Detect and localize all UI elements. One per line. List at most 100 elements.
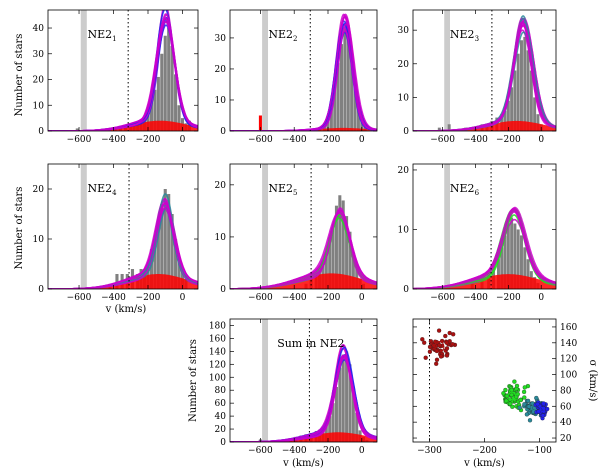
panel-NE2_4: −600 −400 −200 0 0 10 20 NE24 xyxy=(33,163,199,303)
band-NE2_1 xyxy=(80,10,87,131)
halo-NE2_4 xyxy=(48,274,198,289)
bar-Sum-15 xyxy=(341,354,345,442)
ytick-NE2_2-0: 0 xyxy=(220,127,226,137)
point-0-44 xyxy=(451,332,456,337)
point-0-0 xyxy=(443,333,448,339)
axes-frame-Scatter xyxy=(412,318,557,443)
ytick-Sum-0: 0 xyxy=(220,438,226,448)
panel-title-NE2_5: NE25 xyxy=(268,182,297,197)
bar-NE2_6-7 xyxy=(506,223,510,289)
bar-NE2_1-19 xyxy=(174,74,178,131)
bar-NE2_1-14 xyxy=(156,76,160,131)
bar-NE2_6-8 xyxy=(510,217,514,289)
point-0-33 xyxy=(450,342,455,347)
xtick-NE2_2-0: −600 xyxy=(248,135,273,145)
bar-Sum-17 xyxy=(348,364,352,442)
bar-NE2_2-4 xyxy=(329,103,333,131)
xtick-Scatter-2: −100 xyxy=(527,446,552,456)
bar-NE2_5-9 xyxy=(338,195,342,289)
ytick-Sum-3: 60 xyxy=(215,399,227,409)
xtick-NE2_5-0: −600 xyxy=(248,293,273,303)
halo-NE2_6 xyxy=(413,274,556,289)
xtick-Sum-1: −400 xyxy=(282,446,307,456)
point-0-31 xyxy=(434,361,439,366)
axes-frame-NE2_5 xyxy=(229,163,378,290)
point-1-44 xyxy=(514,383,520,389)
xtick-Scatter-0: −300 xyxy=(417,446,442,456)
xtick-Sum-3: 0 xyxy=(359,446,365,456)
point-3-43 xyxy=(535,401,540,407)
bar-NE2_5-7 xyxy=(331,226,335,289)
bar-NE2_4-11 xyxy=(156,219,160,289)
panel-Sum: −600 −400 −200 0 0 20 40 60 80 100 120 140 160 180 Sum… xyxy=(188,318,378,469)
band-NE2_2 xyxy=(262,10,269,131)
bar-NE2_2-6 xyxy=(336,62,340,131)
ytick-NE2_3-2: 20 xyxy=(398,60,410,70)
xtick-NE2_4-0: −600 xyxy=(67,293,92,303)
bar-NE2_5-6 xyxy=(328,236,332,289)
axes-frame-NE2_3 xyxy=(412,9,557,132)
xtick-NE2_2-3: 0 xyxy=(359,135,365,145)
bar-NE2_6-11 xyxy=(520,235,523,289)
xtick-Sum-2: −200 xyxy=(316,446,341,456)
point-0-37 xyxy=(444,346,450,351)
bar-NE2_6-10 xyxy=(516,229,520,289)
bar-NE2_2-9 xyxy=(346,25,350,131)
bar-NE2_4-16 xyxy=(174,239,178,289)
axes-frame-NE2_1 xyxy=(47,9,199,132)
axes-frame-NE2_2 xyxy=(229,9,378,132)
point-2-47 xyxy=(534,395,539,401)
point-1-26 xyxy=(521,389,527,395)
bar-NE2_2-10 xyxy=(350,50,354,131)
ytick-NE2_5-1: 10 xyxy=(215,233,227,243)
bar-NE2_5-10 xyxy=(341,200,345,289)
common-xlabel-mid: v (km/s) xyxy=(105,304,147,315)
bar-NE2_1-17 xyxy=(167,28,171,131)
point-1-58 xyxy=(508,401,513,406)
bar-NE2_5-8 xyxy=(334,205,338,289)
xtick-NE2_4-3: 0 xyxy=(180,293,186,303)
bar-NE2_1-0 xyxy=(75,128,79,131)
point-3-44 xyxy=(536,409,541,414)
ytick-NE2_1-0: 0 xyxy=(38,127,44,137)
model-curve-NE2_5-11 xyxy=(230,211,377,289)
ylabel-Sum: Number of stars xyxy=(188,339,199,422)
point-1-16 xyxy=(512,379,517,384)
band-NE2_6 xyxy=(444,164,450,289)
cluster-ellipse-0 xyxy=(434,341,445,353)
ytick-Sum-2: 40 xyxy=(215,412,227,422)
xtick-NE2_4-1: −400 xyxy=(101,293,126,303)
bar-NE2_4-17 xyxy=(177,259,181,289)
halo-NE2_2 xyxy=(230,127,377,131)
xtick-NE2_1-3: 0 xyxy=(180,135,186,145)
band-NE2_5 xyxy=(262,164,269,289)
bar-NE2_3-15 xyxy=(523,36,527,131)
ytick-NE2_1-1: 10 xyxy=(33,101,45,111)
ytick-NE2_5-0: 0 xyxy=(220,285,226,295)
bar-NE2_5-12 xyxy=(348,231,352,289)
xtick-NE2_5-3: 0 xyxy=(359,293,365,303)
point-3-36 xyxy=(540,413,546,418)
axes-frame-NE2_4 xyxy=(47,163,199,290)
bar-NE2_4-10 xyxy=(153,239,157,289)
bar-NE2_3-1 xyxy=(447,124,451,131)
ytick-NE2_3-3: 30 xyxy=(398,26,410,36)
panel-title-Sum: Sum in NE2 xyxy=(277,337,344,350)
xtick-Scatter-1: −200 xyxy=(472,446,497,456)
xtick-NE2_1-0: −600 xyxy=(67,135,92,145)
bar-NE2_4-15 xyxy=(170,214,174,289)
panel-Scatter: −300 −200 −100 20 40 60 80 100 120 140 160 v (km/s)… xyxy=(412,318,598,469)
ytick-Scatter-3: 80 xyxy=(560,386,572,396)
ytick-Sum-7: 140 xyxy=(209,347,226,357)
point-2-68 xyxy=(526,404,532,409)
halo-NE2_1 xyxy=(48,120,198,131)
bar-NE2_2-7 xyxy=(339,44,344,131)
point-3-38 xyxy=(541,401,546,406)
point-1-54 xyxy=(504,398,509,403)
ytick-NE2_3-1: 10 xyxy=(398,93,410,103)
point-0-36 xyxy=(444,340,449,345)
ytick-Sum-8: 160 xyxy=(209,334,226,344)
point-1-53 xyxy=(509,387,514,393)
panel-NE2_3: −600 −400 −200 0 0 10 20 30 NE23 xyxy=(398,9,557,145)
